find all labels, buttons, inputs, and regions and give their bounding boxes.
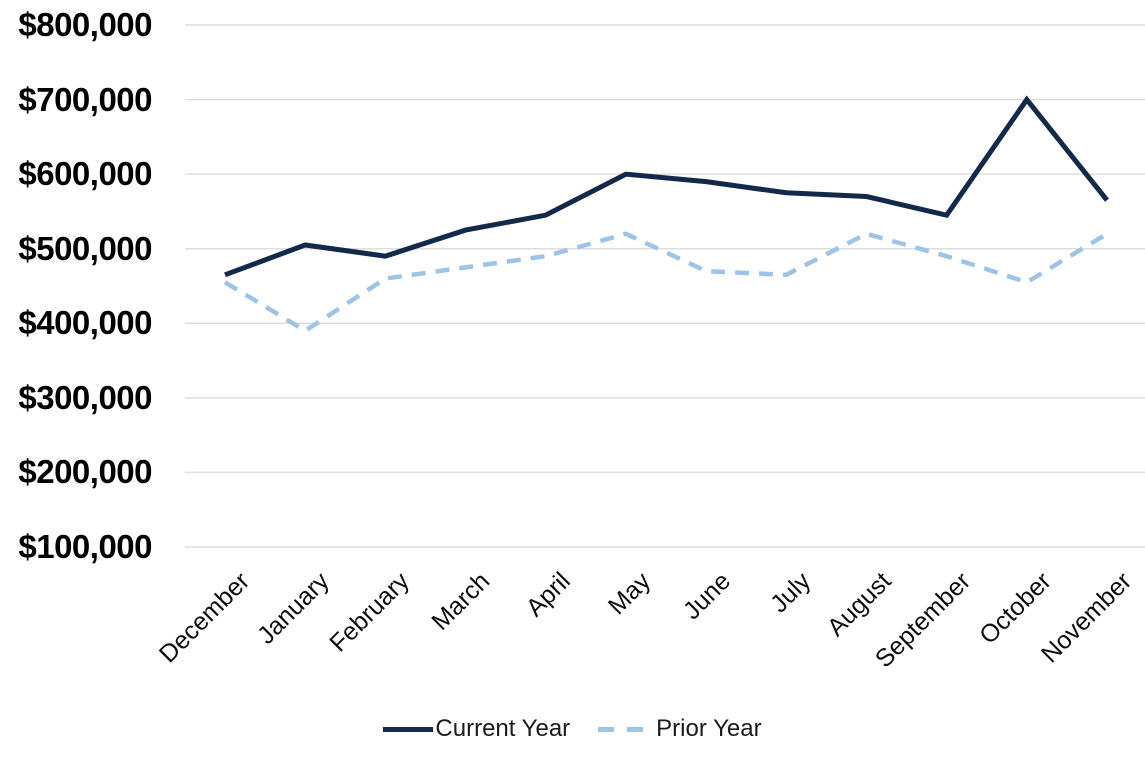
legend: Current Year Prior Year xyxy=(0,706,1145,752)
current-year-line xyxy=(224,95,1109,278)
prior-year-line xyxy=(223,231,1109,334)
y-axis-tick-label: $400,000 xyxy=(18,304,152,342)
legend-label-prior-year: Prior Year xyxy=(656,715,762,742)
y-axis-tick-label: $800,000 xyxy=(18,6,152,43)
legend-item-current-year: Current Year xyxy=(383,715,570,743)
legend-label-current-year: Current Year xyxy=(435,715,571,742)
y-axis-tick-label: $500,000 xyxy=(18,229,152,267)
y-axis-tick-label: $200,000 xyxy=(18,453,152,491)
y-axis-tick-label: $300,000 xyxy=(18,378,152,416)
legend-item-prior-year: Prior Year xyxy=(598,715,762,743)
current-year-line-swatch-icon xyxy=(383,726,434,732)
prior-year-dashed-line-swatch-icon xyxy=(598,726,645,732)
y-axis-tick-label: $100,000 xyxy=(18,528,152,565)
y-axis-tick-label: $600,000 xyxy=(18,155,152,193)
y-axis-tick-label: $700,000 xyxy=(18,80,152,118)
